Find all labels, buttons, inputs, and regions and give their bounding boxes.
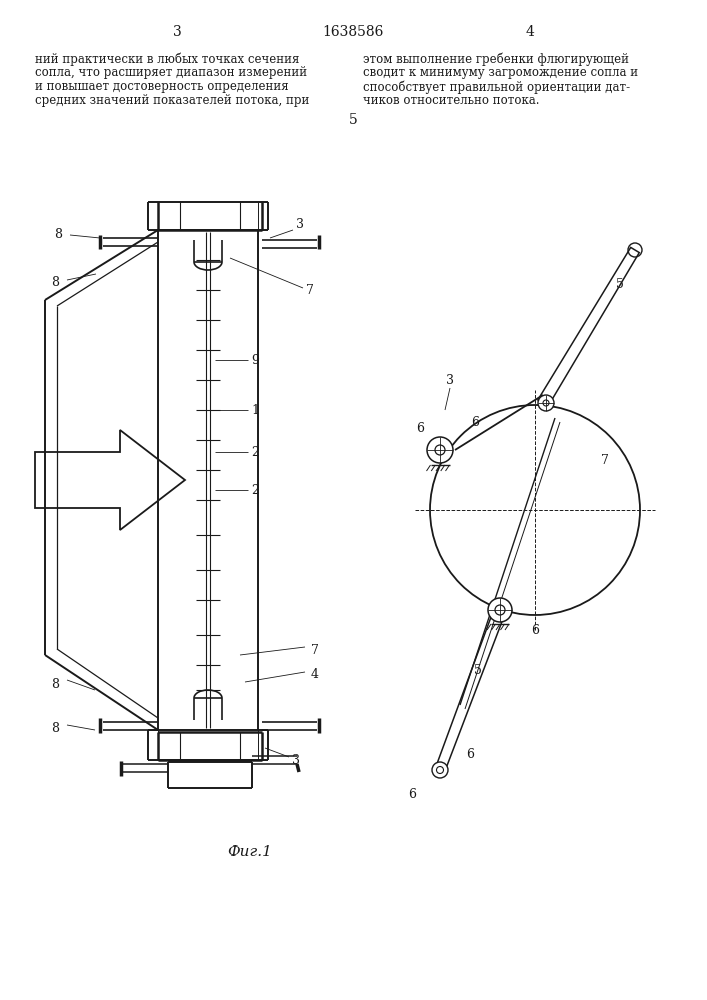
Text: 6: 6 [471,416,479,428]
Text: 8: 8 [51,722,59,736]
Text: 7: 7 [601,454,609,466]
Text: 6: 6 [408,788,416,802]
Text: и повышает достоверность определения: и повышает достоверность определения [35,80,288,93]
Text: 9: 9 [251,354,259,366]
Text: 1: 1 [251,403,259,416]
Text: сводит к минимуму загромождение сопла и: сводит к минимуму загромождение сопла и [363,66,638,79]
Text: Фиг.1: Фиг.1 [228,845,272,859]
Text: этом выполнение гребенки флюгирующей: этом выполнение гребенки флюгирующей [363,52,629,66]
Text: 5: 5 [474,664,482,676]
Text: 6: 6 [416,422,424,434]
Text: 5: 5 [349,113,357,127]
Text: 8: 8 [51,678,59,690]
Text: 3: 3 [296,219,304,232]
Text: 4: 4 [525,25,534,39]
Text: 8: 8 [54,229,62,241]
Text: 5: 5 [616,278,624,292]
Text: 7: 7 [306,284,314,296]
Circle shape [436,766,443,774]
Circle shape [432,762,448,778]
Text: 3: 3 [446,373,454,386]
Text: способствует правильной ориентации дат-: способствует правильной ориентации дат- [363,80,630,94]
Text: 6: 6 [466,748,474,762]
Text: 4: 4 [311,668,319,682]
Circle shape [435,445,445,455]
Text: 2: 2 [251,484,259,496]
Text: 1638586: 1638586 [322,25,384,39]
Text: средних значений показателей потока, при: средних значений показателей потока, при [35,94,310,107]
Text: сопла, что расширяет диапазон измерений: сопла, что расширяет диапазон измерений [35,66,307,79]
Text: ний практически в любых точках сечения: ний практически в любых точках сечения [35,52,299,66]
Text: 8: 8 [51,275,59,288]
Text: 7: 7 [311,644,319,656]
Text: 3: 3 [292,754,300,766]
Circle shape [488,598,512,622]
Text: чиков относительно потока.: чиков относительно потока. [363,94,539,107]
Circle shape [495,605,505,615]
Circle shape [427,437,453,463]
Text: 2: 2 [251,446,259,458]
Circle shape [543,400,549,406]
Text: 3: 3 [173,25,182,39]
Circle shape [538,395,554,411]
Text: 6: 6 [531,624,539,637]
